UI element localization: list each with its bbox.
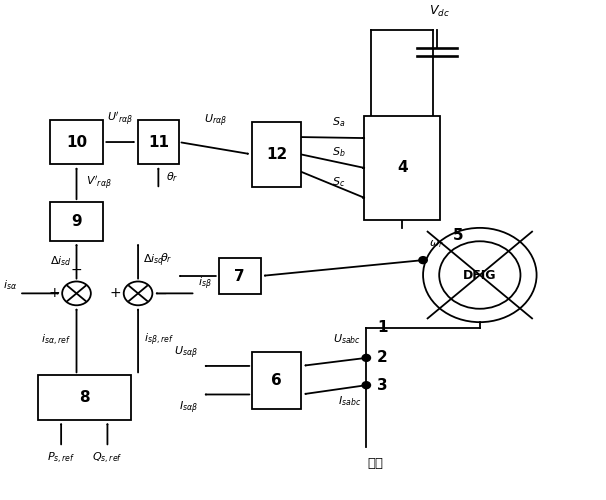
- Text: −: −: [71, 263, 82, 277]
- Text: $\theta_r$: $\theta_r$: [165, 170, 178, 183]
- Text: $S_c$: $S_c$: [332, 175, 345, 188]
- Text: 6: 6: [271, 372, 282, 388]
- Text: 电网: 电网: [367, 457, 383, 470]
- Text: 8: 8: [79, 390, 90, 405]
- Text: $i_{s\alpha}$: $i_{s\alpha}$: [2, 278, 17, 292]
- Text: 1: 1: [377, 320, 388, 335]
- Text: 12: 12: [266, 147, 287, 162]
- FancyBboxPatch shape: [138, 120, 179, 164]
- Text: $I_{s\alpha\beta}$: $I_{s\alpha\beta}$: [179, 400, 198, 416]
- Text: $\Delta i_{sd}$: $\Delta i_{sd}$: [50, 254, 72, 268]
- Circle shape: [419, 256, 427, 264]
- Text: 4: 4: [397, 160, 407, 176]
- Text: $\Delta i_{sq}$: $\Delta i_{sq}$: [143, 253, 164, 270]
- FancyBboxPatch shape: [252, 352, 301, 408]
- FancyBboxPatch shape: [219, 258, 261, 294]
- Text: −: −: [156, 286, 168, 300]
- Text: $i_{s\alpha,ref}$: $i_{s\alpha,ref}$: [41, 332, 70, 348]
- Text: $i_{s\beta,ref}$: $i_{s\beta,ref}$: [144, 332, 174, 348]
- FancyBboxPatch shape: [252, 122, 301, 186]
- Circle shape: [362, 382, 370, 388]
- Text: $Q_{s,ref}$: $Q_{s,ref}$: [92, 450, 122, 466]
- Text: 2: 2: [377, 350, 388, 366]
- Text: $U_{s\alpha\beta}$: $U_{s\alpha\beta}$: [175, 344, 198, 361]
- Text: DFIG: DFIG: [463, 268, 496, 281]
- Text: 11: 11: [148, 134, 169, 150]
- Text: 9: 9: [71, 214, 82, 229]
- Text: 5: 5: [453, 228, 464, 243]
- FancyBboxPatch shape: [50, 202, 104, 241]
- Text: 7: 7: [235, 268, 245, 283]
- Text: $V_{dc}$: $V_{dc}$: [430, 4, 450, 20]
- Text: $U_{r\alpha\beta}$: $U_{r\alpha\beta}$: [204, 112, 227, 129]
- Text: $P_{s,ref}$: $P_{s,ref}$: [47, 450, 75, 466]
- FancyBboxPatch shape: [38, 376, 130, 420]
- Circle shape: [362, 354, 370, 362]
- Text: $i_{s\beta}$: $i_{s\beta}$: [198, 276, 211, 292]
- Text: $U_{sabc}$: $U_{sabc}$: [333, 332, 362, 346]
- Text: +: +: [110, 286, 121, 300]
- Text: $V'_{r\alpha\beta}$: $V'_{r\alpha\beta}$: [86, 174, 112, 192]
- Text: $S_b$: $S_b$: [331, 145, 345, 159]
- Text: $U'_{r\alpha\beta}$: $U'_{r\alpha\beta}$: [107, 110, 134, 128]
- Text: 3: 3: [377, 378, 388, 392]
- Text: +: +: [48, 286, 60, 300]
- Text: $\theta_r$: $\theta_r$: [160, 252, 172, 265]
- FancyBboxPatch shape: [364, 116, 441, 220]
- Text: 10: 10: [66, 134, 87, 150]
- Text: $I_{sabc}$: $I_{sabc}$: [338, 394, 362, 408]
- FancyBboxPatch shape: [50, 120, 104, 164]
- Text: $S_a$: $S_a$: [332, 116, 345, 129]
- Text: $\omega_r$: $\omega_r$: [429, 238, 444, 250]
